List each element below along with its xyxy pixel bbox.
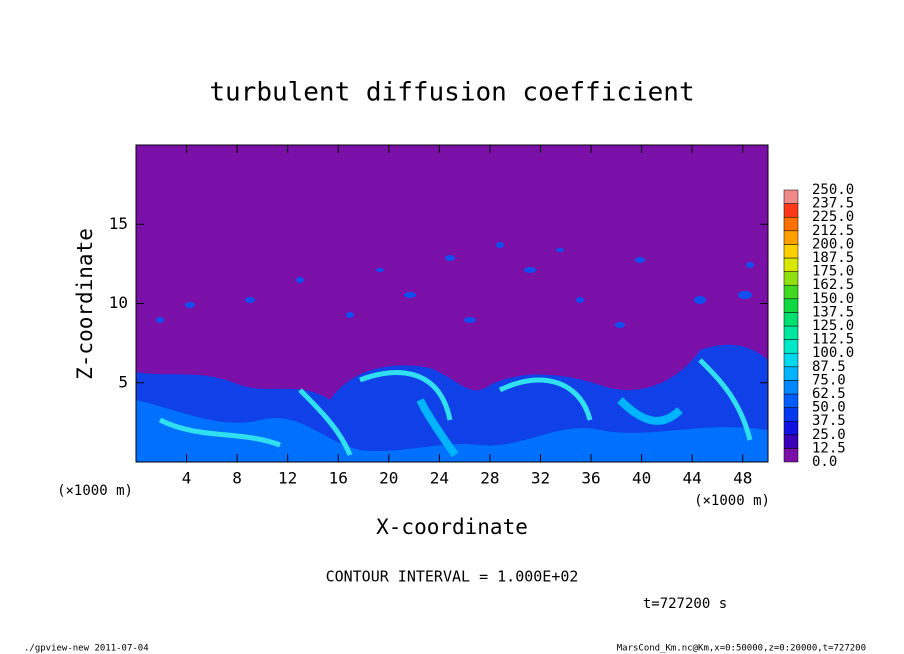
x-tick-label: 16 bbox=[329, 469, 348, 488]
contour-interval: CONTOUR INTERVAL = 1.000E+02 bbox=[326, 568, 579, 586]
colorbar-label: 237.5 bbox=[812, 196, 854, 212]
footer-right: MarsCond_Km.nc@Km,x=0:50000,z=0:20000,t=… bbox=[617, 644, 866, 654]
colorbar-label: 62.5 bbox=[812, 386, 846, 402]
colorbar-band bbox=[783, 312, 799, 327]
chart-title: turbulent diffusion coefficient bbox=[209, 78, 694, 108]
x-unit-label: (×1000 m) bbox=[57, 483, 133, 499]
colorbar-band bbox=[783, 203, 799, 218]
x-tick-label: 24 bbox=[430, 469, 449, 488]
colorbar-label: 0.0 bbox=[812, 454, 837, 470]
colorbar-band bbox=[783, 271, 799, 286]
colorbar-band bbox=[783, 339, 799, 354]
colorbar-label: 250.0 bbox=[812, 182, 854, 198]
colorbar-label: 125.0 bbox=[812, 318, 854, 334]
x-tick-label: 28 bbox=[480, 469, 499, 488]
x-tick-label: 36 bbox=[581, 469, 600, 488]
x-tick-label: 40 bbox=[632, 469, 651, 488]
x-tick-label: 20 bbox=[379, 469, 398, 488]
colorbar-band bbox=[783, 448, 799, 463]
colorbar-band bbox=[783, 325, 799, 340]
colorbar-band bbox=[783, 393, 799, 408]
colorbar-label: 50.0 bbox=[812, 400, 846, 416]
colorbar-label: 150.0 bbox=[812, 291, 854, 307]
colorbar-label: 225.0 bbox=[812, 209, 854, 225]
colorbar-label: 112.5 bbox=[812, 332, 854, 348]
colorbar-label: 212.5 bbox=[812, 223, 854, 239]
colorbar-band bbox=[783, 298, 799, 313]
colorbar-label: 37.5 bbox=[812, 413, 846, 429]
time-label: t=727200 s bbox=[643, 596, 727, 612]
colorbar-label: 75.0 bbox=[812, 372, 846, 388]
colorbar-band bbox=[783, 420, 799, 436]
colorbar-label: 175.0 bbox=[812, 264, 854, 280]
x-tick-label: 8 bbox=[232, 469, 242, 488]
colorbar-label: 162.5 bbox=[812, 277, 854, 293]
x-tick-label: 44 bbox=[683, 469, 702, 488]
y-axis-label: Z-coordinate bbox=[73, 228, 97, 380]
colorbar-band bbox=[783, 230, 799, 245]
colorbar-band bbox=[783, 366, 799, 381]
colorbar-label: 137.5 bbox=[812, 304, 854, 320]
colorbar-band bbox=[783, 216, 799, 232]
colorbar-band bbox=[783, 380, 799, 395]
colorbar-band bbox=[783, 257, 799, 272]
x-unit-label: (×1000 m) bbox=[694, 493, 770, 509]
colorbar-band bbox=[783, 407, 799, 422]
colorbar-label: 25.0 bbox=[812, 427, 846, 443]
colorbar-label: 200.0 bbox=[812, 236, 854, 252]
colorbar-band bbox=[783, 434, 799, 449]
y-tick-label: 5 bbox=[118, 372, 128, 391]
footer-left: ./gpview-new 2011-07-04 bbox=[24, 644, 149, 654]
colorbar-label: 12.5 bbox=[812, 440, 846, 456]
colorbar-band bbox=[783, 352, 799, 368]
x-axis-label: X-coordinate bbox=[376, 515, 528, 539]
colorbar-label: 87.5 bbox=[812, 359, 846, 375]
colorbar-band bbox=[783, 189, 799, 204]
colorbar-band bbox=[783, 284, 799, 300]
x-tick-label: 4 bbox=[182, 469, 192, 488]
colorbar-band bbox=[783, 244, 799, 259]
y-tick-label: 10 bbox=[109, 293, 128, 312]
colorbar-label: 187.5 bbox=[812, 250, 854, 266]
x-tick-label: 12 bbox=[278, 469, 297, 488]
y-tick-label: 15 bbox=[109, 214, 128, 233]
x-tick-label: 48 bbox=[733, 469, 752, 488]
colorbar-label: 100.0 bbox=[812, 345, 854, 361]
field bbox=[136, 145, 768, 462]
x-tick-label: 32 bbox=[531, 469, 550, 488]
